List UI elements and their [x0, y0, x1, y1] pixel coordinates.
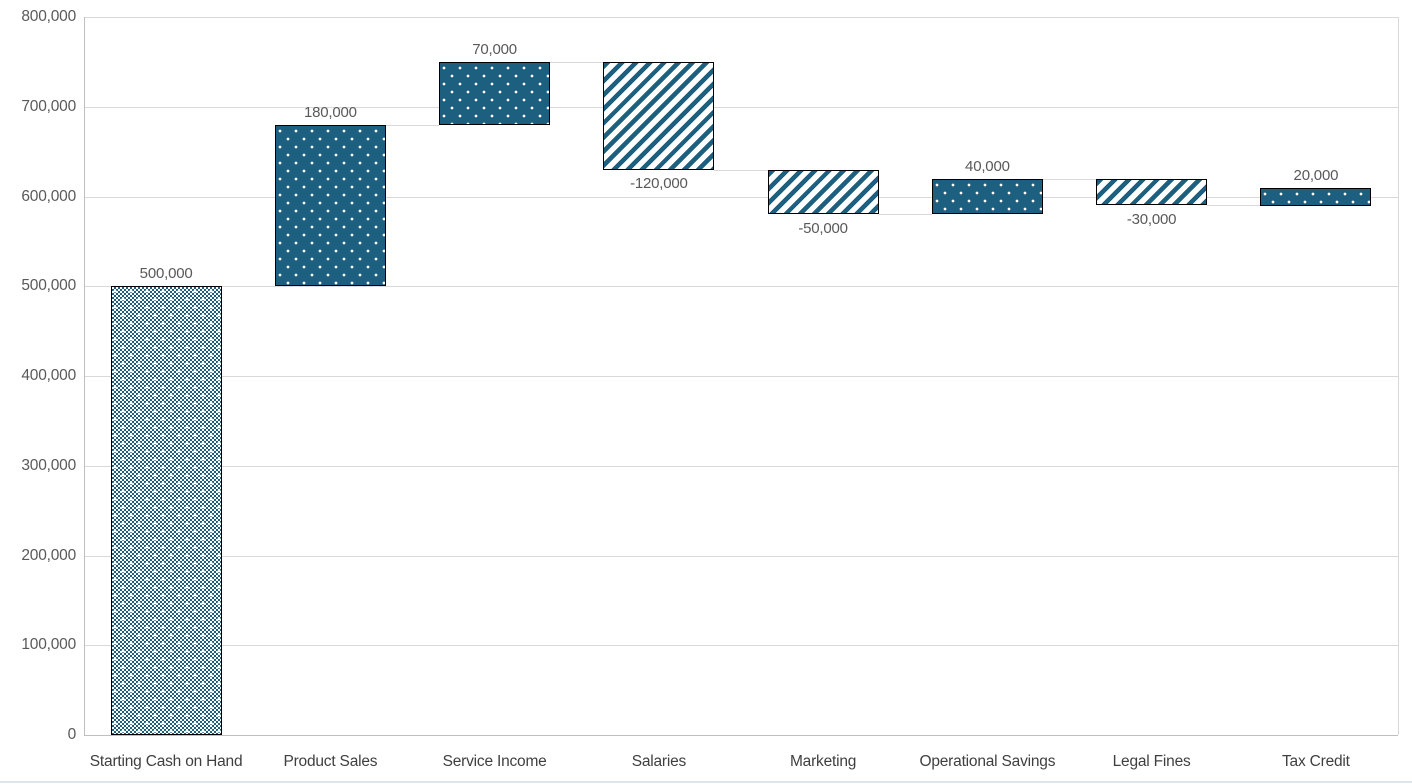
- connector-line: [1042, 179, 1097, 180]
- category-label-service-income: Service Income: [442, 753, 547, 770]
- connector-line: [1207, 205, 1261, 206]
- bar-salaries[interactable]: [603, 61, 715, 170]
- data-label-product-sales: 180,000: [303, 103, 357, 121]
- y-tick-label: 800,000: [21, 8, 76, 25]
- connector-line: [714, 170, 768, 171]
- bar-marketing[interactable]: [767, 169, 879, 215]
- category-label-salaries: Salaries: [631, 753, 687, 770]
- bar-starting-cash-on-hand[interactable]: [110, 286, 222, 736]
- gridline-400,000: [84, 376, 1398, 377]
- y-tick-label: 400,000: [21, 367, 76, 384]
- window-bottom-edge: [0, 781, 1412, 783]
- gridline-200,000: [84, 556, 1398, 557]
- data-label-service-income: 70,000: [472, 40, 517, 58]
- connector-line: [221, 286, 275, 287]
- bar-product-sales[interactable]: [274, 124, 386, 287]
- data-label-operational-savings: 40,000: [965, 157, 1010, 175]
- bar-operational-savings[interactable]: [931, 178, 1043, 215]
- gridline-500,000: [84, 286, 1398, 287]
- connector-line: [550, 62, 604, 63]
- bar-tax-credit[interactable]: [1260, 187, 1372, 206]
- data-label-marketing: -50,000: [798, 219, 848, 237]
- bar-service-income[interactable]: [439, 61, 551, 125]
- y-tick-label: 300,000: [21, 457, 76, 474]
- category-label-tax-credit: Tax Credit: [1282, 753, 1350, 770]
- y-axis-line: [84, 17, 85, 735]
- data-label-salaries: -120,000: [630, 174, 688, 192]
- gridline-300,000: [84, 466, 1398, 467]
- category-label-starting-cash-on-hand: Starting Cash on Hand: [89, 753, 243, 770]
- bar-legal-fines[interactable]: [1096, 178, 1208, 206]
- plot-right-border: [1398, 17, 1399, 735]
- y-tick-label: 100,000: [21, 636, 76, 653]
- category-label-marketing: Marketing: [789, 753, 857, 770]
- x-axis-line: [84, 735, 1398, 736]
- data-label-legal-fines: -30,000: [1126, 210, 1177, 228]
- category-label-legal-fines: Legal Fines: [1112, 753, 1191, 770]
- y-tick-label: 700,000: [21, 98, 76, 115]
- y-tick-label: 500,000: [21, 277, 76, 294]
- connector-line: [385, 125, 440, 126]
- gridline-600,000: [84, 197, 1398, 198]
- gridline-700,000: [84, 107, 1398, 108]
- gridline-100,000: [84, 645, 1398, 646]
- data-label-tax-credit: 20,000: [1293, 166, 1339, 184]
- category-label-product-sales: Product Sales: [283, 753, 378, 770]
- y-tick-label: 200,000: [21, 547, 76, 564]
- gridline-800,000: [84, 17, 1398, 18]
- connector-line: [878, 214, 932, 215]
- y-tick-label: 600,000: [21, 188, 76, 205]
- data-label-starting-cash-on-hand: 500,000: [139, 265, 193, 283]
- y-tick-label: 0: [67, 726, 77, 743]
- category-label-operational-savings: Operational Savings: [919, 753, 1056, 770]
